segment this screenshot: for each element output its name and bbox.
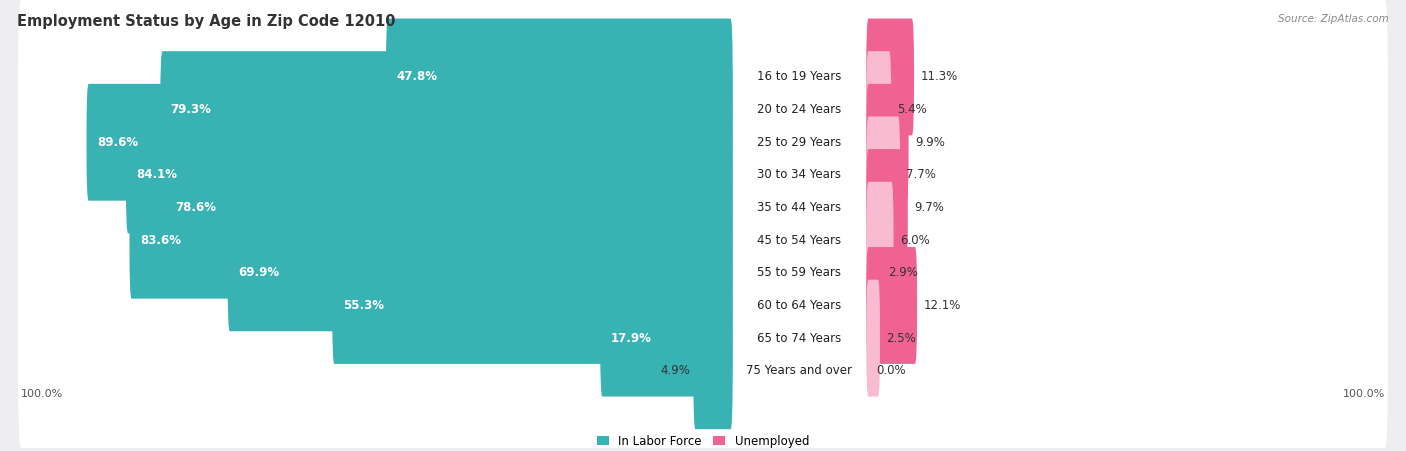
FancyBboxPatch shape — [18, 130, 1388, 285]
FancyBboxPatch shape — [387, 18, 733, 135]
Text: 65 to 74 Years: 65 to 74 Years — [758, 331, 842, 345]
FancyBboxPatch shape — [866, 149, 908, 266]
Text: 25 to 29 Years: 25 to 29 Years — [758, 136, 842, 149]
Text: 2.9%: 2.9% — [887, 267, 918, 279]
Text: 100.0%: 100.0% — [1343, 389, 1385, 399]
Text: 7.7%: 7.7% — [907, 168, 936, 181]
FancyBboxPatch shape — [87, 84, 733, 201]
FancyBboxPatch shape — [18, 0, 1388, 154]
FancyBboxPatch shape — [866, 84, 908, 201]
FancyBboxPatch shape — [866, 247, 917, 364]
FancyBboxPatch shape — [18, 228, 1388, 383]
FancyBboxPatch shape — [18, 32, 1388, 187]
Text: 35 to 44 Years: 35 to 44 Years — [758, 201, 842, 214]
Text: 30 to 34 Years: 30 to 34 Years — [758, 168, 841, 181]
Text: 6.0%: 6.0% — [900, 234, 929, 247]
Text: 0.0%: 0.0% — [876, 364, 907, 377]
Text: 16 to 19 Years: 16 to 19 Years — [758, 70, 842, 83]
FancyBboxPatch shape — [18, 294, 1388, 448]
Text: 45 to 54 Years: 45 to 54 Years — [758, 234, 842, 247]
Text: 100.0%: 100.0% — [21, 389, 63, 399]
FancyBboxPatch shape — [127, 116, 733, 233]
FancyBboxPatch shape — [18, 97, 1388, 252]
Text: 11.3%: 11.3% — [920, 70, 957, 83]
Text: 47.8%: 47.8% — [396, 70, 437, 83]
FancyBboxPatch shape — [160, 51, 733, 168]
Text: 60 to 64 Years: 60 to 64 Years — [758, 299, 842, 312]
Text: 9.9%: 9.9% — [915, 136, 945, 149]
Text: 69.9%: 69.9% — [238, 267, 280, 279]
FancyBboxPatch shape — [18, 195, 1388, 350]
FancyBboxPatch shape — [866, 116, 900, 233]
Text: 17.9%: 17.9% — [610, 331, 651, 345]
FancyBboxPatch shape — [18, 163, 1388, 318]
Text: 89.6%: 89.6% — [97, 136, 138, 149]
Text: 5.4%: 5.4% — [897, 103, 927, 116]
FancyBboxPatch shape — [228, 214, 733, 331]
Text: 4.9%: 4.9% — [659, 364, 690, 377]
FancyBboxPatch shape — [866, 214, 882, 331]
Text: 83.6%: 83.6% — [139, 234, 181, 247]
Text: 9.7%: 9.7% — [914, 201, 943, 214]
FancyBboxPatch shape — [866, 18, 914, 135]
FancyBboxPatch shape — [693, 313, 733, 429]
Text: 84.1%: 84.1% — [136, 168, 177, 181]
FancyBboxPatch shape — [866, 280, 880, 396]
FancyBboxPatch shape — [866, 51, 891, 168]
FancyBboxPatch shape — [129, 182, 733, 299]
Text: 55 to 59 Years: 55 to 59 Years — [758, 267, 841, 279]
FancyBboxPatch shape — [332, 247, 733, 364]
Text: Employment Status by Age in Zip Code 12010: Employment Status by Age in Zip Code 120… — [17, 14, 395, 28]
Text: 2.5%: 2.5% — [886, 331, 915, 345]
Text: 12.1%: 12.1% — [924, 299, 960, 312]
Text: 20 to 24 Years: 20 to 24 Years — [758, 103, 842, 116]
Text: 75 Years and over: 75 Years and over — [747, 364, 852, 377]
Text: 78.6%: 78.6% — [176, 201, 217, 214]
Legend: In Labor Force, Unemployed: In Labor Force, Unemployed — [592, 430, 814, 451]
Text: 79.3%: 79.3% — [170, 103, 211, 116]
FancyBboxPatch shape — [166, 149, 733, 266]
Text: 55.3%: 55.3% — [343, 299, 384, 312]
FancyBboxPatch shape — [18, 65, 1388, 220]
FancyBboxPatch shape — [866, 182, 894, 299]
FancyBboxPatch shape — [600, 280, 733, 396]
FancyBboxPatch shape — [18, 261, 1388, 415]
Text: Source: ZipAtlas.com: Source: ZipAtlas.com — [1278, 14, 1389, 23]
